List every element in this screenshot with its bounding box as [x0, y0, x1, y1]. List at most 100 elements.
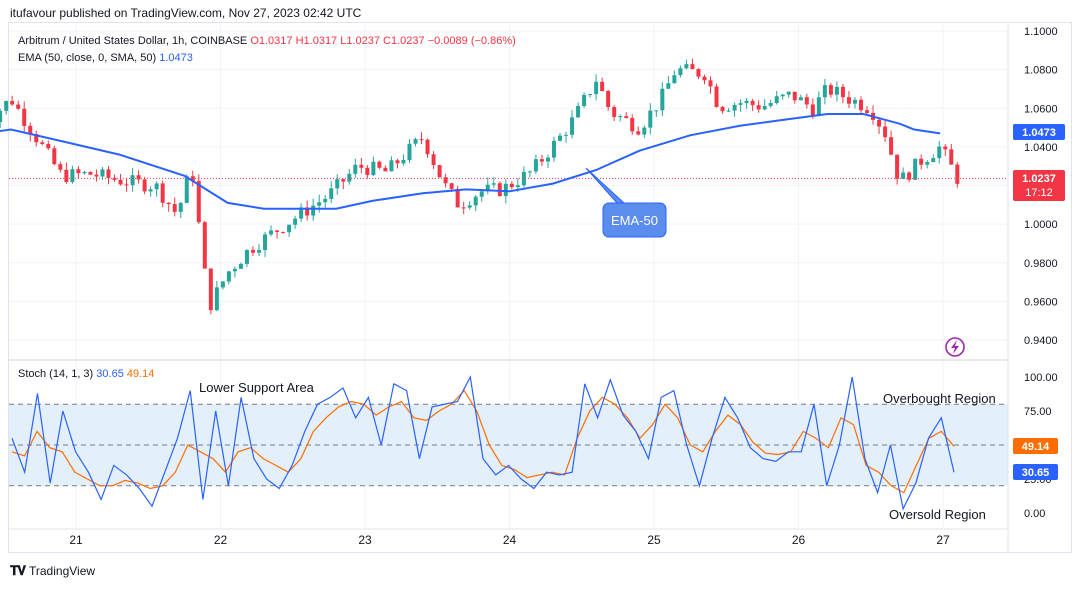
ema-price-badge-text: 1.0473 [1022, 127, 1056, 139]
candle-down [172, 204, 177, 212]
lower-support-label[interactable]: Lower Support Area [199, 380, 315, 395]
candle-up [82, 171, 87, 174]
candle-up [299, 207, 304, 219]
candle-down [52, 148, 57, 165]
candle-up [263, 234, 268, 250]
candle-down [437, 165, 442, 178]
candle-up [100, 169, 105, 177]
candle-down [16, 104, 21, 109]
candle-up [937, 146, 942, 159]
stoch-tick-label: 75.00 [1024, 406, 1052, 418]
time-tick-label: 21 [69, 533, 83, 547]
candle-up [130, 175, 135, 186]
candle-up [660, 88, 665, 111]
candle-up [184, 176, 189, 203]
candle-down [34, 134, 39, 143]
candle-up [232, 268, 237, 272]
candle-up [467, 205, 472, 208]
footer-branding[interactable]: 𝐓𝐕 TradingView [10, 563, 95, 579]
candle-down [64, 169, 69, 183]
candle-down [425, 139, 430, 155]
candle-down [124, 184, 129, 186]
oversold-label[interactable]: Oversold Region [889, 507, 986, 522]
candle-down [955, 164, 960, 184]
candle-down [166, 202, 171, 205]
candle-up [503, 183, 508, 196]
candle-down [636, 131, 641, 135]
ohlc-values: O1.0317 H1.0317 L1.0237 C1.0237 −0.0089 … [250, 35, 516, 47]
ema-legend[interactable]: EMA (50, close, 0, SMA, 50) 1.0473 [18, 52, 193, 64]
candle-up [774, 96, 779, 104]
candle-up [557, 135, 562, 141]
candle-up [852, 99, 857, 104]
lightning-icon[interactable] [945, 337, 965, 357]
candle-down [461, 207, 466, 209]
candle-down [858, 99, 863, 111]
candle-down [804, 97, 809, 105]
candle-up [473, 196, 478, 206]
candle-down [624, 116, 629, 118]
candle-up [178, 202, 183, 212]
candle-down [202, 222, 207, 269]
ema-legend-value: 1.0473 [159, 52, 193, 64]
candle-up [576, 105, 581, 118]
candle-down [40, 142, 45, 144]
ema-price-badge [1013, 124, 1065, 140]
candle-up [293, 218, 298, 225]
candle-up [834, 86, 839, 95]
candle-down [94, 174, 99, 177]
candle-down [612, 107, 617, 117]
stoch-d-badge [1013, 438, 1058, 454]
candle-down [305, 207, 310, 216]
candle-down [443, 177, 448, 184]
candle-up [672, 75, 677, 84]
candle-up [768, 103, 773, 107]
stoch-legend[interactable]: Stoch (14, 1, 3) 30.65 49.14 [18, 368, 154, 380]
candle-up [226, 271, 231, 282]
candle-down [431, 154, 436, 166]
candle-up [256, 249, 261, 253]
price-tick-label: 0.9800 [1024, 258, 1058, 270]
symbol-legend[interactable]: Arbitrum / United States Dollar, 1h, COI… [18, 35, 516, 47]
candle-up [238, 263, 243, 269]
candle-down [810, 104, 815, 116]
candle-up [822, 85, 827, 98]
candle-up [220, 281, 225, 288]
candle-up [485, 184, 490, 192]
candle-up [786, 91, 791, 95]
candle-up [353, 164, 358, 174]
footer-brand-text: TradingView [29, 564, 96, 578]
candle-down [696, 69, 701, 77]
candle-down [895, 154, 900, 179]
ema50-line [0, 113, 941, 210]
candle-up [329, 188, 334, 199]
candle-down [949, 149, 954, 165]
candle-down [630, 117, 635, 132]
candle-up [925, 162, 930, 165]
candle-down [136, 175, 141, 180]
candle-up [684, 64, 689, 69]
candle-up [901, 172, 906, 179]
lightning-bolt [951, 340, 959, 354]
candle-up [654, 110, 659, 112]
candle-down [419, 139, 424, 141]
candle-down [943, 146, 948, 150]
candle-up [533, 159, 538, 172]
ema-callout-box[interactable] [602, 202, 667, 238]
candle-down [497, 183, 502, 196]
time-tick-label: 25 [647, 533, 661, 547]
candle-up [545, 157, 550, 162]
candle-up [618, 116, 623, 118]
candle-down [118, 179, 123, 185]
candle-up [588, 94, 593, 96]
candle-down [383, 167, 388, 172]
candle-up [798, 97, 803, 101]
candle-up [732, 104, 737, 111]
candle-down [58, 164, 63, 170]
price-tick-label: 1.0800 [1024, 65, 1058, 77]
candle-up [726, 110, 731, 112]
candle-down [846, 97, 851, 104]
candle-down [509, 183, 514, 188]
overbought-label[interactable]: Overbought Region [883, 391, 996, 406]
